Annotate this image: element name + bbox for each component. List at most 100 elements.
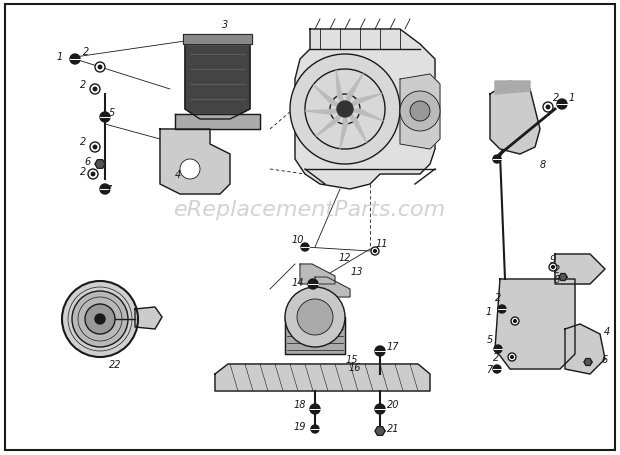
Circle shape (70, 55, 80, 65)
Circle shape (371, 248, 379, 255)
Text: 4: 4 (604, 326, 610, 336)
Circle shape (337, 102, 353, 118)
Text: 18: 18 (294, 399, 306, 409)
Polygon shape (555, 254, 605, 284)
Circle shape (88, 170, 98, 180)
Circle shape (511, 317, 519, 325)
Polygon shape (559, 274, 567, 281)
Circle shape (297, 299, 333, 335)
Text: 19: 19 (294, 421, 306, 431)
Circle shape (95, 314, 105, 324)
Text: eReplacementParts.com: eReplacementParts.com (174, 200, 446, 219)
Circle shape (508, 353, 516, 361)
Circle shape (93, 146, 97, 149)
Text: 22: 22 (108, 359, 122, 369)
Circle shape (301, 243, 309, 252)
Text: 7: 7 (486, 364, 492, 374)
Circle shape (493, 156, 501, 164)
Text: 5: 5 (487, 334, 493, 344)
Text: 2: 2 (554, 264, 560, 274)
Circle shape (557, 100, 567, 110)
Circle shape (494, 345, 502, 353)
Circle shape (308, 279, 318, 289)
Circle shape (93, 88, 97, 91)
Text: 11: 11 (376, 238, 388, 248)
Polygon shape (353, 110, 383, 121)
Polygon shape (584, 359, 592, 366)
Polygon shape (347, 74, 363, 103)
Text: 16: 16 (348, 362, 361, 372)
Text: 8: 8 (540, 160, 546, 170)
Circle shape (180, 160, 200, 180)
Circle shape (543, 103, 553, 113)
Circle shape (95, 63, 105, 73)
Text: 15: 15 (346, 354, 358, 364)
Polygon shape (315, 278, 350, 298)
Text: 21: 21 (387, 423, 399, 433)
Polygon shape (295, 30, 435, 190)
Text: 2: 2 (80, 167, 86, 177)
Text: 20: 20 (387, 399, 399, 409)
Text: 2: 2 (80, 80, 86, 90)
Polygon shape (316, 115, 341, 137)
Circle shape (410, 102, 430, 122)
Circle shape (374, 250, 376, 253)
Polygon shape (349, 115, 366, 143)
Text: 6: 6 (554, 274, 560, 284)
Text: 9: 9 (550, 254, 556, 264)
Text: 1: 1 (486, 306, 492, 316)
Polygon shape (336, 71, 343, 103)
Polygon shape (400, 75, 440, 150)
Circle shape (90, 143, 100, 153)
Text: 6: 6 (602, 354, 608, 364)
Text: 2: 2 (83, 47, 89, 57)
Polygon shape (300, 264, 335, 284)
Text: 1: 1 (569, 93, 575, 103)
Circle shape (100, 113, 110, 123)
Polygon shape (95, 160, 105, 169)
Circle shape (330, 95, 360, 125)
Text: 4: 4 (175, 170, 181, 180)
Circle shape (98, 66, 102, 70)
Circle shape (511, 356, 513, 359)
Circle shape (375, 404, 385, 414)
Circle shape (549, 263, 557, 271)
Polygon shape (135, 307, 162, 329)
Polygon shape (183, 35, 252, 45)
Text: 12: 12 (339, 253, 352, 263)
Text: 7: 7 (105, 185, 111, 195)
Text: 2: 2 (80, 136, 86, 147)
Text: 2: 2 (553, 93, 559, 103)
Circle shape (546, 106, 550, 110)
Circle shape (85, 304, 115, 334)
Circle shape (305, 70, 385, 150)
Polygon shape (340, 118, 348, 149)
Circle shape (310, 404, 320, 414)
Circle shape (72, 291, 128, 347)
Text: 5: 5 (109, 108, 115, 118)
Text: 13: 13 (351, 267, 363, 276)
Text: 2: 2 (493, 352, 499, 362)
Circle shape (400, 92, 440, 131)
Polygon shape (175, 115, 260, 130)
Circle shape (290, 55, 400, 165)
Polygon shape (285, 317, 345, 354)
Text: 10: 10 (292, 234, 304, 244)
Circle shape (513, 320, 516, 323)
Polygon shape (305, 110, 337, 115)
Circle shape (100, 185, 110, 195)
Text: 3: 3 (222, 20, 228, 30)
Circle shape (311, 425, 319, 433)
Text: 6: 6 (85, 157, 91, 167)
Polygon shape (313, 86, 339, 107)
Polygon shape (495, 279, 575, 369)
Text: 17: 17 (387, 341, 399, 351)
Text: 2: 2 (495, 293, 501, 302)
Polygon shape (215, 364, 430, 391)
Polygon shape (495, 82, 530, 95)
Polygon shape (490, 82, 540, 155)
Polygon shape (565, 324, 605, 374)
Circle shape (285, 288, 345, 347)
Polygon shape (375, 427, 385, 435)
Circle shape (91, 173, 95, 177)
